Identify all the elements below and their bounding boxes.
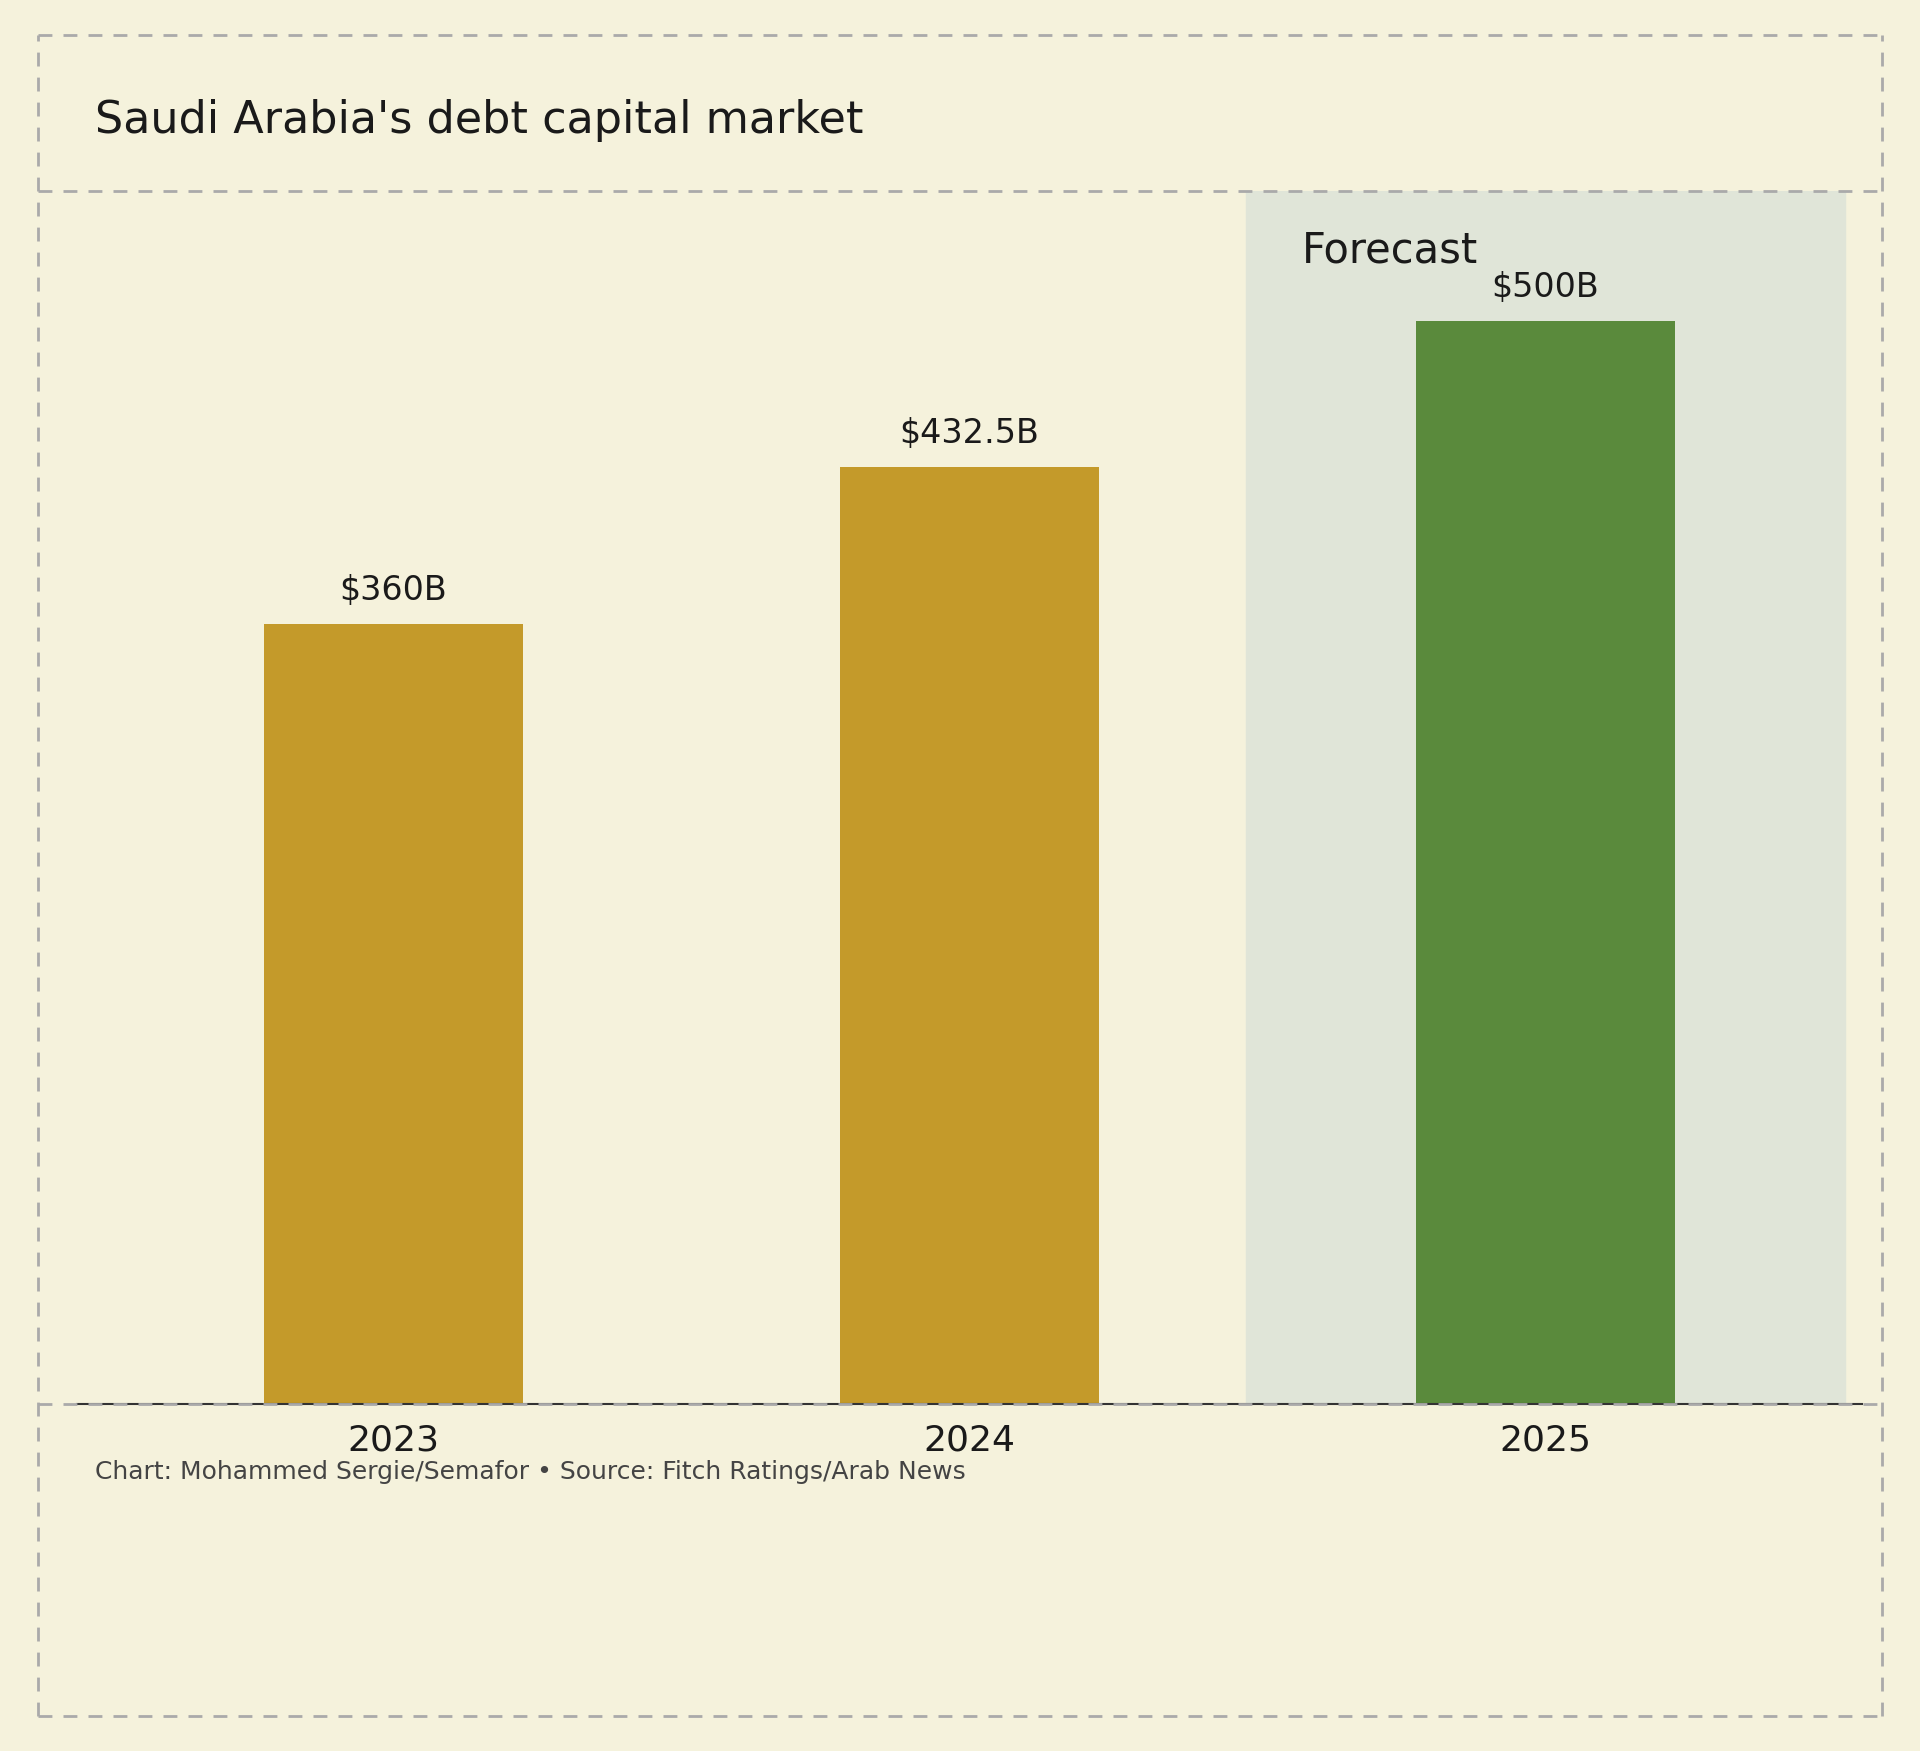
Bar bbox=[841, 468, 1100, 1404]
Text: Chart: Mohammed Sergie/Semafor • Source: Fitch Ratings/Arab News: Chart: Mohammed Sergie/Semafor • Source:… bbox=[94, 1460, 966, 1483]
Text: Forecast: Forecast bbox=[1302, 229, 1478, 271]
Text: Saudi Arabia's debt capital market: Saudi Arabia's debt capital market bbox=[94, 100, 864, 142]
Bar bbox=[1246, 191, 1845, 1404]
Text: $500B: $500B bbox=[1492, 271, 1599, 303]
Bar bbox=[1417, 320, 1674, 1404]
Bar bbox=[265, 623, 522, 1404]
Text: $432.5B: $432.5B bbox=[900, 417, 1039, 450]
Text: $360B: $360B bbox=[340, 574, 447, 608]
Text: SEMAFOR: SEMAFOR bbox=[121, 1609, 349, 1651]
